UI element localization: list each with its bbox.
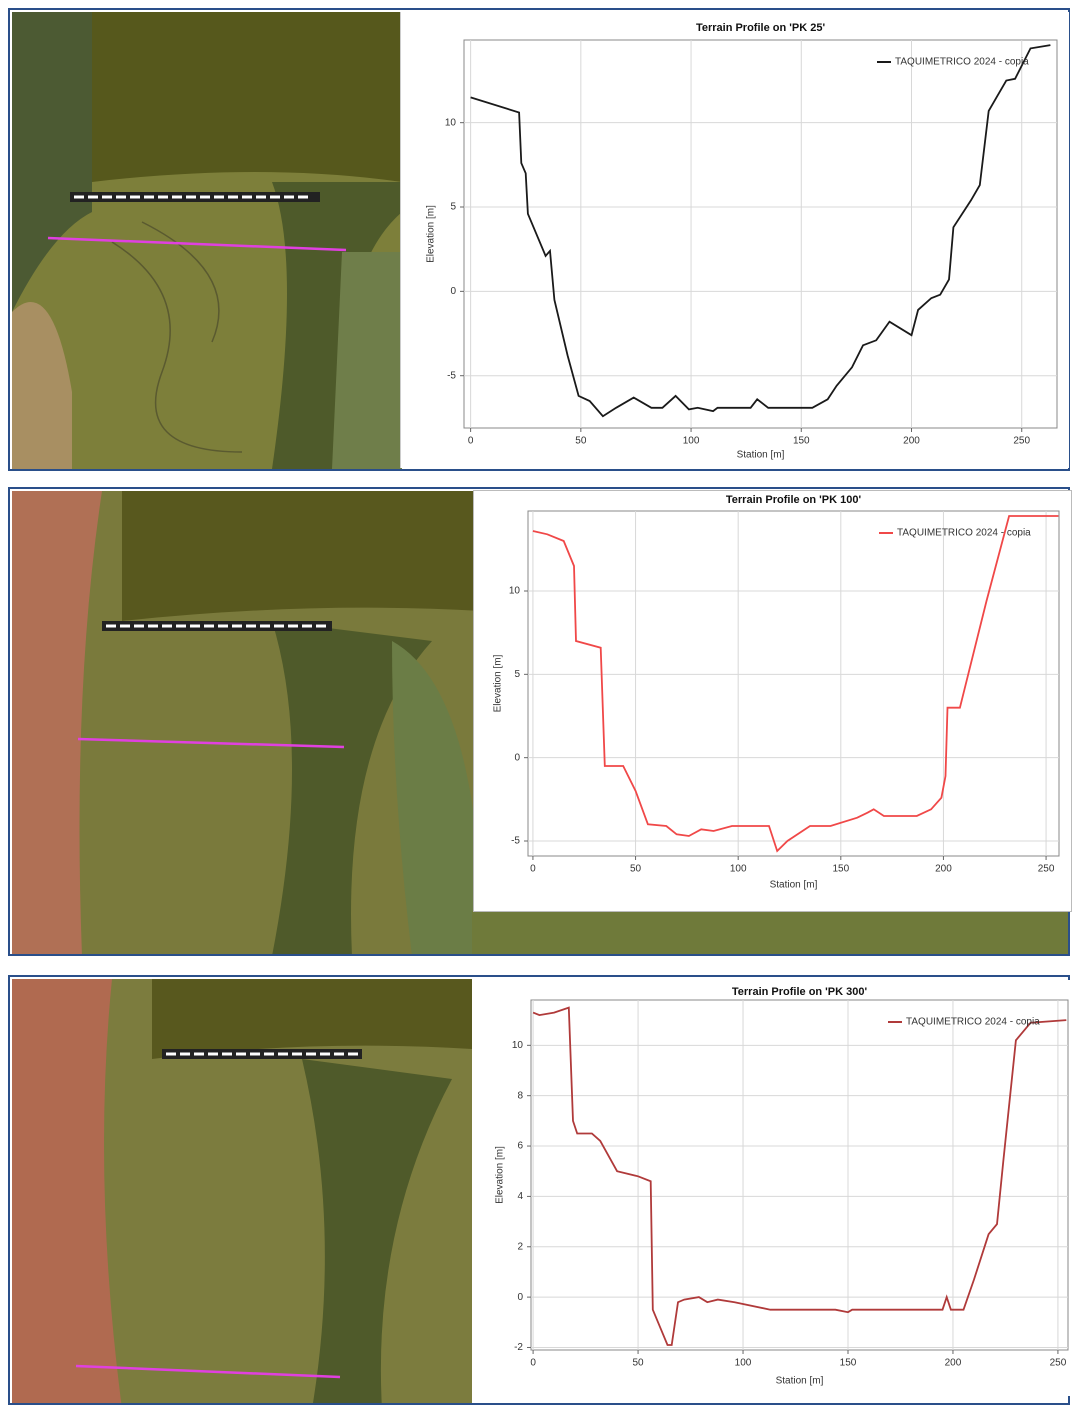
plot-area xyxy=(528,511,1059,856)
chart: 0 50 100 150 200 250 -2 0 2 4 6 8 10 Terrain Profile … xyxy=(490,980,1070,1396)
y-tick-label: 0 xyxy=(517,1292,523,1303)
x-axis-label: Station [m] xyxy=(770,880,818,891)
x-tick-label: 250 xyxy=(1013,436,1030,447)
x-tick-label: 200 xyxy=(945,1358,962,1369)
y-tick-label: 8 xyxy=(517,1090,523,1101)
x-tick-label: 0 xyxy=(530,864,536,875)
y-tick-label: 0 xyxy=(450,286,456,297)
y-tick-label: -5 xyxy=(511,836,520,847)
y-tick-label: -5 xyxy=(447,370,456,381)
y-tick-label: 4 xyxy=(517,1191,523,1202)
legend-label: TAQUIMETRICO 2024 - copia xyxy=(906,1017,1040,1028)
y-tick-label: 0 xyxy=(514,752,520,763)
x-axis-label: Station [m] xyxy=(737,450,785,461)
x-tick-label: 250 xyxy=(1050,1358,1067,1369)
x-tick-label: 100 xyxy=(683,436,700,447)
x-tick-label: 150 xyxy=(840,1358,857,1369)
plot-area xyxy=(464,40,1057,428)
y-tick-label: 5 xyxy=(514,669,520,680)
x-tick-label: 100 xyxy=(735,1358,752,1369)
chart-title: Terrain Profile on 'PK 25' xyxy=(696,22,826,34)
x-tick-label: 50 xyxy=(575,436,587,447)
legend-label: TAQUIMETRICO 2024 - copia xyxy=(897,528,1031,539)
x-tick-label: 0 xyxy=(530,1358,536,1369)
aerial-image xyxy=(12,12,402,469)
aerial-image xyxy=(12,979,472,1405)
y-tick-label: 5 xyxy=(450,202,456,213)
y-tick-label: 2 xyxy=(517,1241,523,1252)
chart-title: Terrain Profile on 'PK 300' xyxy=(732,986,868,998)
chart-title: Terrain Profile on 'PK 100' xyxy=(726,494,862,506)
x-tick-label: 250 xyxy=(1038,864,1055,875)
x-tick-label: 50 xyxy=(630,864,642,875)
x-tick-label: 200 xyxy=(903,436,920,447)
x-axis-label: Station [m] xyxy=(776,1376,824,1387)
y-tick-label: 6 xyxy=(517,1141,523,1152)
legend-label: TAQUIMETRICO 2024 - copia xyxy=(895,57,1029,68)
y-tick-label: 10 xyxy=(512,1040,524,1051)
y-axis-label: Elevation [m] xyxy=(495,1146,506,1204)
x-tick-label: 100 xyxy=(730,864,747,875)
y-tick-label: 10 xyxy=(509,586,521,597)
x-tick-label: 200 xyxy=(935,864,952,875)
x-tick-label: 50 xyxy=(633,1358,645,1369)
chart: 0 50 100 150 200 250 -5 0 5 10 Terrain Profile on … xyxy=(400,12,1069,468)
chart: 0 50 100 150 200 250 -5 0 5 10 Terrain Profile on … xyxy=(473,490,1072,912)
page: 050100150200250-50510Terrain Profile on … xyxy=(0,0,1072,1398)
x-tick-label: 150 xyxy=(832,864,849,875)
y-tick-label: -2 xyxy=(514,1342,523,1353)
y-axis-label: Elevation [m] xyxy=(493,654,504,712)
y-axis-label: Elevation [m] xyxy=(426,205,437,263)
y-tick-label: 10 xyxy=(445,117,457,128)
x-tick-label: 0 xyxy=(468,436,474,447)
x-tick-label: 150 xyxy=(793,436,810,447)
